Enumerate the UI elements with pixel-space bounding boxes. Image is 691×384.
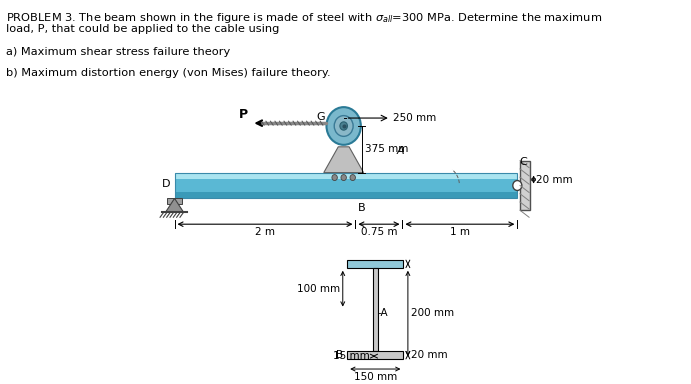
Circle shape — [332, 175, 337, 180]
Circle shape — [334, 116, 353, 136]
Text: b) Maximum distortion energy (von Mises) failure theory.: b) Maximum distortion energy (von Mises)… — [6, 68, 331, 78]
Text: 250 mm: 250 mm — [392, 113, 436, 123]
Text: A: A — [396, 146, 404, 156]
Circle shape — [326, 107, 361, 145]
Text: 150 mm: 150 mm — [354, 372, 397, 382]
Text: 375 mm: 375 mm — [366, 144, 409, 154]
Text: 20 mm: 20 mm — [410, 350, 447, 360]
Text: 100 mm: 100 mm — [297, 284, 340, 294]
Bar — [175, 192, 518, 199]
Bar — [520, 161, 530, 210]
Text: a) Maximum shear stress failure theory: a) Maximum shear stress failure theory — [6, 46, 231, 56]
Circle shape — [513, 180, 522, 190]
Text: load, P, that could be applied to the cable using: load, P, that could be applied to the ca… — [6, 24, 280, 34]
Text: 15 mm: 15 mm — [333, 351, 370, 361]
Text: 1 m: 1 m — [450, 227, 470, 237]
Text: 2 m: 2 m — [255, 227, 275, 237]
Bar — [167, 199, 182, 204]
Circle shape — [341, 175, 346, 180]
Bar — [175, 173, 518, 199]
Text: B: B — [336, 350, 343, 360]
Circle shape — [350, 175, 355, 180]
Text: D: D — [162, 179, 170, 189]
Polygon shape — [324, 147, 363, 173]
Text: C: C — [519, 157, 527, 167]
Bar — [348, 351, 404, 359]
Bar — [372, 268, 378, 351]
Text: B: B — [358, 204, 366, 214]
Circle shape — [340, 122, 348, 130]
Text: 200 mm: 200 mm — [410, 308, 454, 318]
Text: 0.75 m: 0.75 m — [361, 227, 397, 237]
Bar — [175, 179, 518, 192]
Bar — [175, 173, 518, 179]
Text: -A: -A — [377, 308, 388, 318]
Text: PROBLEM 3. The beam shown in the figure is made of steel with $\sigma_{all}$=300: PROBLEM 3. The beam shown in the figure … — [6, 11, 603, 25]
Text: 20 mm: 20 mm — [536, 175, 573, 185]
Bar — [348, 260, 404, 268]
Polygon shape — [166, 199, 184, 212]
Text: G: G — [316, 112, 325, 122]
Text: P: P — [238, 108, 248, 121]
